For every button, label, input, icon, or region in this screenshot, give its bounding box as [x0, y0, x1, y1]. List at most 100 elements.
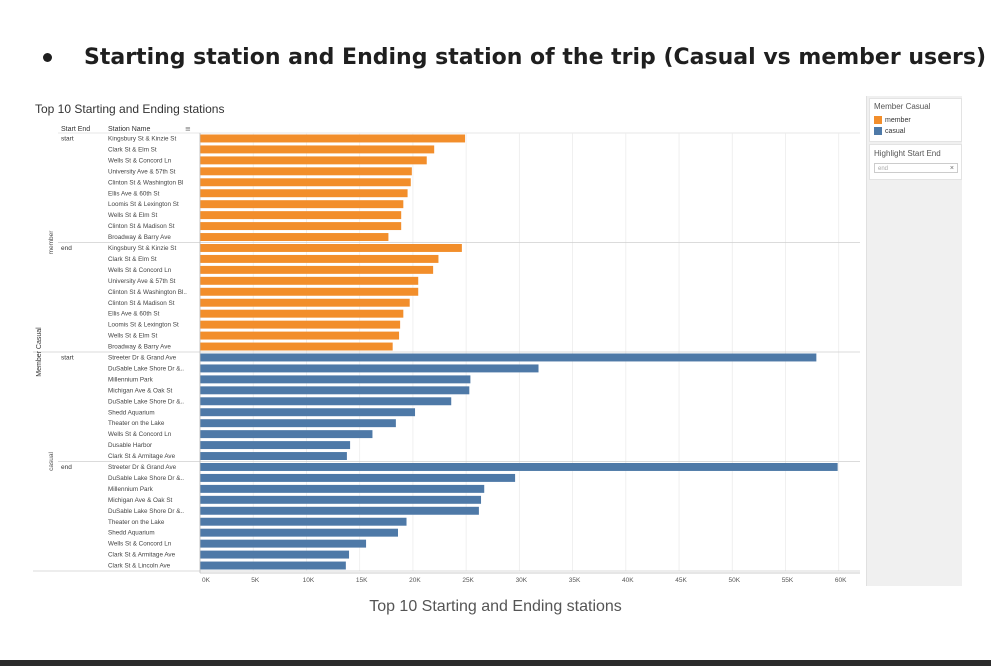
- station-label: Shedd Aquarium: [108, 530, 155, 537]
- bar: [200, 178, 411, 187]
- x-tick-label: 15K: [356, 577, 368, 584]
- station-label: Dusable Harbor: [108, 442, 152, 449]
- station-label: Millennium Park: [108, 486, 154, 493]
- member-row-label: member: [48, 230, 55, 255]
- bullet-icon: [43, 52, 52, 62]
- bar: [200, 189, 408, 198]
- start-end-label: start: [61, 355, 74, 362]
- bar: [200, 254, 439, 263]
- station-label: Wells St & Concord Ln: [108, 541, 172, 548]
- bar: [200, 397, 452, 406]
- start-end-label: start: [61, 136, 74, 143]
- bar: [200, 244, 462, 252]
- start-end-label: end: [61, 464, 72, 471]
- legend-item-member[interactable]: member: [874, 116, 911, 124]
- chart-title: Top 10 Starting and Ending stations: [35, 102, 225, 116]
- station-label: Michigan Ave & Oak St: [108, 497, 173, 504]
- bar: [200, 342, 393, 351]
- x-tick-label: 5K: [251, 577, 260, 584]
- figure-caption: Top 10 Starting and Ending stations: [369, 598, 622, 615]
- station-label: Clark St & Armitage Ave: [108, 453, 176, 460]
- legend-swatch-member: [874, 116, 882, 124]
- station-label: Wells St & Concord Ln: [108, 431, 172, 438]
- bar: [200, 364, 539, 373]
- station-label: DuSable Lake Shore Dr &..: [108, 508, 184, 515]
- casual-row-label: casual: [48, 452, 55, 471]
- x-tick-label: 55K: [782, 577, 794, 584]
- x-tick-label: 10K: [303, 577, 315, 584]
- station-label: Broadway & Barry Ave: [108, 344, 171, 351]
- legend: Member Casual member casual: [869, 98, 962, 142]
- station-label: DuSable Lake Shore Dr &..: [108, 365, 184, 372]
- taskbar-strip: [0, 660, 991, 666]
- heading-text: Starting station and Ending station of t…: [84, 44, 987, 70]
- station-label: Clark St & Elm St: [108, 146, 157, 153]
- bar: [200, 441, 351, 450]
- highlight-placeholder: end: [878, 166, 889, 172]
- x-tick-label: 0K: [202, 577, 211, 584]
- bar: [200, 222, 402, 231]
- bar: [200, 517, 407, 526]
- station-label: Michigan Ave & Oak St: [108, 387, 173, 394]
- bar: [200, 550, 350, 559]
- bar: [200, 452, 347, 460]
- station-label: Wells St & Concord Ln: [108, 267, 172, 274]
- legend-title: Member Casual: [874, 102, 931, 111]
- station-label: Loomis St & Lexington St: [108, 322, 179, 329]
- highlight-filter: Highlight Start End end ×: [869, 144, 962, 180]
- bar: [200, 353, 817, 362]
- bar: [200, 528, 398, 537]
- station-label: Streeter Dr & Grand Ave: [108, 355, 177, 362]
- x-tick-label: 25K: [462, 577, 474, 584]
- legend-swatch-casual: [874, 127, 882, 135]
- bar: [200, 495, 482, 504]
- x-tick-label: 20K: [409, 577, 421, 584]
- section-heading: Starting station and Ending station of t…: [40, 40, 986, 74]
- legend-label-casual: casual: [885, 127, 906, 135]
- x-tick-label: 30K: [516, 577, 528, 584]
- bar: [200, 134, 466, 143]
- bar: [200, 287, 419, 296]
- highlight-title: Highlight Start End: [874, 149, 941, 158]
- station-label: Clinton St & Madison St: [108, 223, 175, 230]
- bar: [200, 473, 516, 482]
- station-label: Shedd Aquarium: [108, 409, 155, 416]
- bar: [200, 145, 435, 154]
- bar: [200, 211, 402, 220]
- dashboard-area: [30, 95, 965, 590]
- station-label: University Ave & 57th St: [108, 168, 176, 175]
- row-axis-title: Member Casual: [36, 327, 43, 377]
- bar: [200, 167, 412, 176]
- bar: [200, 320, 401, 329]
- station-label: Clark St & Armitage Ave: [108, 552, 176, 559]
- clear-icon[interactable]: ×: [949, 165, 954, 172]
- station-label: Clark St & Lincoln Ave: [108, 563, 171, 570]
- station-label: Ellis Ave & 60th St: [108, 311, 160, 318]
- highlight-input[interactable]: end ×: [874, 163, 958, 173]
- bar: [200, 408, 416, 417]
- station-label: Clinton St & Washington Bl..: [108, 289, 187, 296]
- station-label: Streeter Dr & Grand Ave: [108, 464, 177, 471]
- station-label: Wells St & Elm St: [108, 333, 157, 340]
- station-label: Clinton St & Madison St: [108, 300, 175, 307]
- x-tick-label: 40K: [622, 577, 634, 584]
- station-label: DuSable Lake Shore Dr &..: [108, 475, 184, 482]
- bar: [200, 375, 471, 384]
- station-label: Loomis St & Lexington St: [108, 201, 179, 208]
- bar: [200, 419, 396, 428]
- x-tick-label: 50K: [728, 577, 740, 584]
- station-label: Wells St & Concord Ln: [108, 157, 172, 164]
- x-tick-label: 35K: [569, 577, 581, 584]
- bar: [200, 331, 400, 340]
- column-header-start-end: Start End: [61, 126, 90, 133]
- station-label: Theater on the Lake: [108, 519, 165, 526]
- legend-label-member: member: [885, 116, 911, 124]
- station-label: Broadway & Barry Ave: [108, 234, 171, 241]
- station-label: Kingsbury St & Kinzie St: [108, 245, 176, 252]
- station-label: Millennium Park: [108, 376, 154, 383]
- bar: [200, 561, 346, 570]
- sort-icon: ≡: [185, 125, 191, 133]
- legend-item-casual[interactable]: casual: [874, 127, 905, 135]
- station-label: Clinton St & Washington Bl: [108, 179, 183, 186]
